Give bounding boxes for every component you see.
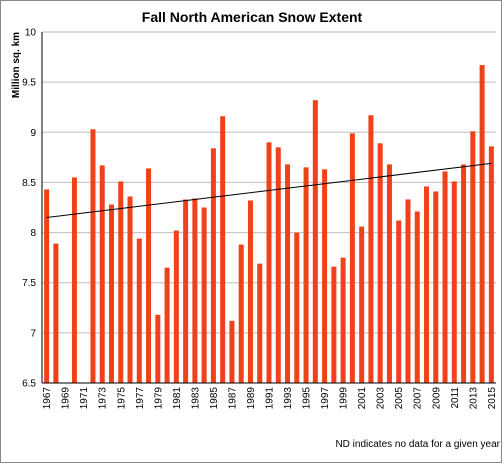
x-tick-label: 2007 — [413, 387, 424, 410]
bar-1970 — [71, 177, 77, 383]
bar-1983 — [192, 198, 198, 383]
bar-1967 — [44, 189, 50, 383]
bar-2000 — [349, 133, 355, 383]
bar-1987 — [229, 320, 235, 383]
x-tick-label: 1993 — [283, 387, 294, 410]
bar-1977 — [136, 238, 142, 383]
x-tick-label: 1999 — [339, 387, 350, 410]
bar-1989 — [247, 200, 253, 383]
footnote: ND indicates no data for a given year — [335, 439, 500, 450]
x-tick-label: 1989 — [246, 387, 257, 410]
bar-2011 — [451, 181, 457, 383]
bar-1982 — [183, 199, 189, 383]
x-tick-label: 2013 — [468, 387, 479, 410]
y-tick-label: 9 — [30, 128, 36, 139]
x-tick-label: 1981 — [172, 387, 183, 410]
bar-1990 — [257, 263, 263, 383]
x-tick-label: 1987 — [227, 387, 238, 410]
bar-1988 — [238, 244, 244, 383]
bar-1976 — [127, 196, 133, 383]
x-tick-label: 2001 — [357, 387, 368, 410]
y-tick-label: 7 — [30, 328, 36, 339]
x-tick-label: 1973 — [98, 387, 109, 410]
bar-1995 — [303, 167, 309, 383]
bar-1992 — [275, 147, 281, 383]
bar-1985 — [210, 148, 216, 383]
bar-2013 — [470, 131, 476, 383]
y-tick-label: 8 — [30, 228, 36, 239]
y-tick-label: 9.5 — [22, 78, 36, 89]
x-tick-label: 2009 — [431, 387, 442, 410]
bar-1968 — [53, 243, 59, 383]
y-tick-label: 8.5 — [22, 178, 36, 189]
bar-1993 — [285, 164, 291, 383]
x-tick-label: 1977 — [135, 387, 146, 410]
bar-1978 — [146, 168, 152, 383]
y-tick-label: 6.5 — [22, 379, 36, 390]
x-tick-label: 2011 — [450, 387, 461, 409]
x-tick-label: 2003 — [376, 387, 387, 410]
x-tick-label: 1969 — [61, 387, 72, 410]
bar-2008 — [424, 186, 430, 383]
bar-1991 — [266, 142, 272, 383]
x-tick-label: 2015 — [487, 387, 498, 410]
bar-1984 — [201, 207, 207, 383]
trendline — [46, 162, 492, 219]
bar-1980 — [164, 267, 170, 383]
bar-2010 — [442, 171, 448, 383]
trendline-group — [46, 162, 492, 219]
y-tick-labels: 6.5 7 7.5 8 8.5 9 9.5 10 — [22, 28, 36, 390]
bar-2009 — [433, 191, 439, 383]
x-tick-label: 1971 — [79, 387, 90, 410]
x-tick-label: 1979 — [153, 387, 164, 410]
x-tick-label: 1967 — [42, 387, 53, 410]
bar-1972 — [90, 129, 96, 383]
bar-1994 — [294, 232, 300, 383]
bar-2001 — [359, 226, 365, 383]
bar-1999 — [340, 257, 346, 383]
bar-2002 — [368, 115, 374, 383]
bar-1973 — [99, 165, 105, 383]
bar-2007 — [414, 211, 420, 383]
bars — [44, 65, 494, 384]
x-tick-label: 1985 — [209, 387, 220, 410]
bar-2006 — [405, 199, 411, 383]
bar-1997 — [322, 169, 328, 383]
y-tick-label: 7.5 — [22, 278, 36, 289]
x-tick-label: 1997 — [320, 387, 331, 410]
y-tick-label: 10 — [25, 28, 37, 39]
x-tick-label: 2005 — [394, 387, 405, 410]
x-tick-label: 1983 — [190, 387, 201, 410]
bar-1974 — [108, 204, 114, 383]
axes — [41, 32, 496, 384]
bar-2012 — [461, 164, 467, 383]
bar-2003 — [377, 143, 383, 383]
bar-1986 — [220, 116, 226, 384]
x-tick-label: 1991 — [265, 387, 276, 410]
bar-2005 — [396, 220, 402, 383]
x-tick-label: 1975 — [116, 387, 127, 410]
bar-1998 — [331, 266, 337, 383]
x-tick-labels: 1967 1969 1971 1973 1975 1977 1979 1981 1983 1985… — [42, 387, 498, 410]
y-axis-label: Million sq. km — [11, 32, 22, 98]
bar-2014 — [479, 65, 485, 383]
chart-title: Fall North American Snow Extent — [142, 9, 363, 25]
bar-1981 — [173, 230, 179, 383]
bar-2004 — [386, 164, 392, 383]
bar-2015 — [488, 146, 494, 383]
x-tick-label: 1995 — [302, 387, 313, 410]
bar-1996 — [312, 100, 318, 384]
bar-1975 — [118, 181, 124, 383]
bar-1979 — [155, 314, 161, 383]
